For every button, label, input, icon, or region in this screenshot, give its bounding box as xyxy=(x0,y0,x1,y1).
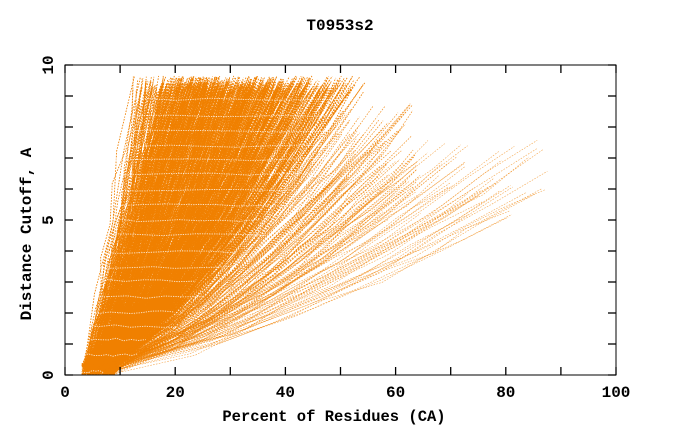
svg-text:20: 20 xyxy=(166,384,185,402)
svg-text:5: 5 xyxy=(40,215,58,225)
svg-text:100: 100 xyxy=(602,384,631,402)
svg-text:0: 0 xyxy=(60,384,70,402)
svg-text:10: 10 xyxy=(40,55,58,74)
svg-text:0: 0 xyxy=(40,370,58,380)
svg-text:80: 80 xyxy=(496,384,515,402)
svg-text:60: 60 xyxy=(386,384,405,402)
svg-text:40: 40 xyxy=(276,384,295,402)
